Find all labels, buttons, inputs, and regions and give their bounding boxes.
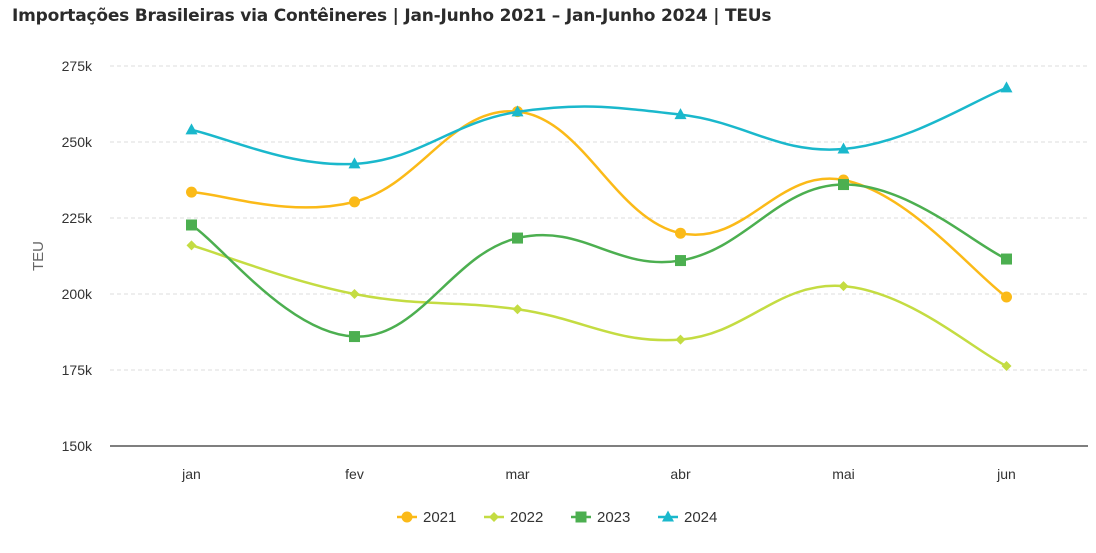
data-point-2024-jan[interactable] xyxy=(185,123,198,135)
y-tick-label: 275k xyxy=(62,58,93,74)
legend-label: 2024 xyxy=(684,509,717,526)
y-tick-label: 250k xyxy=(62,134,93,150)
data-point-2023-jun[interactable] xyxy=(1001,253,1012,265)
data-point-2022-fev[interactable] xyxy=(349,289,360,299)
y-axis-title: TEU xyxy=(30,241,47,271)
chart-title: Importações Brasileiras via Contêineres … xyxy=(12,6,772,26)
y-tick-label: 150k xyxy=(62,438,93,454)
legend: 2021 2022 2023 2024 xyxy=(397,509,717,526)
legend-item-2024[interactable]: 2024 xyxy=(658,509,717,526)
legend-label: 2021 xyxy=(423,509,456,526)
legend-label: 2022 xyxy=(510,509,543,526)
data-point-2022-mar[interactable] xyxy=(512,304,523,315)
x-tick-label: fev xyxy=(345,466,364,482)
data-point-2023-abr[interactable] xyxy=(675,255,686,267)
data-point-2023-jan[interactable] xyxy=(186,219,197,231)
series-line-2024 xyxy=(191,86,1007,166)
series-group xyxy=(185,81,1013,372)
legend-marker-icon xyxy=(489,512,499,522)
x-tick-label: mai xyxy=(832,466,855,482)
data-point-2024-abr[interactable] xyxy=(674,108,687,120)
data-point-2021-abr[interactable] xyxy=(675,227,686,239)
x-tick-label: jan xyxy=(181,466,201,482)
series-2024 xyxy=(185,81,1013,169)
series-line-2023 xyxy=(190,183,1008,338)
series-line-2022 xyxy=(191,244,1008,368)
x-axis-ticks: jan fev mar abr mai jun xyxy=(181,466,1016,482)
legend-marker-icon xyxy=(401,511,413,523)
data-point-2024-jun[interactable] xyxy=(1000,81,1013,93)
series-2023 xyxy=(186,179,1012,343)
data-point-2022-jan[interactable] xyxy=(186,240,197,251)
y-tick-label: 225k xyxy=(62,210,93,226)
legend-item-2021[interactable]: 2021 xyxy=(397,509,456,526)
series-line-2021 xyxy=(191,110,1008,299)
data-point-2024-mar[interactable] xyxy=(511,105,524,117)
data-point-2023-mai[interactable] xyxy=(838,179,849,191)
series-2022 xyxy=(186,240,1012,372)
legend-item-2023[interactable]: 2023 xyxy=(571,509,630,526)
legend-marker-icon xyxy=(662,510,674,522)
legend-label: 2023 xyxy=(597,509,630,526)
x-tick-label: abr xyxy=(670,466,691,482)
gridlines xyxy=(110,65,1088,447)
data-point-2024-mai[interactable] xyxy=(837,142,850,154)
y-tick-label: 175k xyxy=(62,362,93,378)
data-point-2023-mar[interactable] xyxy=(512,232,523,244)
data-point-2022-mai[interactable] xyxy=(838,281,849,292)
legend-item-2022[interactable]: 2022 xyxy=(484,509,543,526)
data-point-2022-jun[interactable] xyxy=(1001,361,1012,372)
y-axis-ticks: 150k 175k 200k 225k 250k 275k xyxy=(62,58,93,454)
data-point-2022-abr[interactable] xyxy=(675,334,686,345)
data-point-2021-jun[interactable] xyxy=(1001,291,1012,303)
series-2021 xyxy=(186,106,1012,303)
data-point-2021-jan[interactable] xyxy=(186,186,197,198)
legend-marker-icon xyxy=(575,511,587,523)
x-tick-label: jun xyxy=(996,466,1016,482)
data-point-2024-fev[interactable] xyxy=(348,157,361,169)
data-point-2021-fev[interactable] xyxy=(349,196,360,208)
y-tick-label: 200k xyxy=(62,286,93,302)
data-point-2023-fev[interactable] xyxy=(349,331,360,343)
x-tick-label: mar xyxy=(505,466,529,482)
